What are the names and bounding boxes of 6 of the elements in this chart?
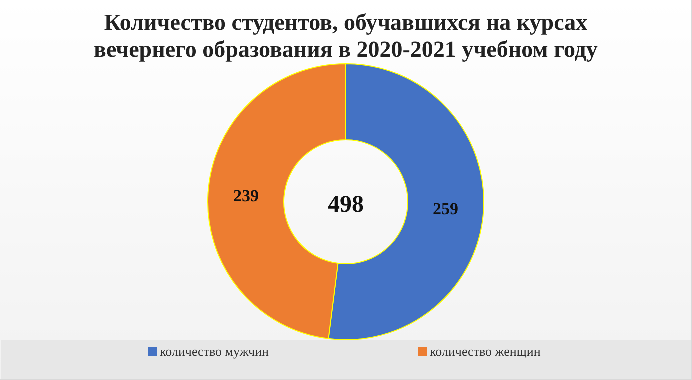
legend-label: количество женщин [430, 344, 541, 359]
data-label: 239 [233, 186, 259, 206]
text: 498 [328, 192, 364, 218]
legend-label: количество мужчин [160, 344, 270, 359]
data-label: 259 [433, 199, 459, 218]
chart-title: Количество студентов, обучавшихся на курсах вечернего образования в 2020-2021 учебном году [94, 10, 598, 62]
